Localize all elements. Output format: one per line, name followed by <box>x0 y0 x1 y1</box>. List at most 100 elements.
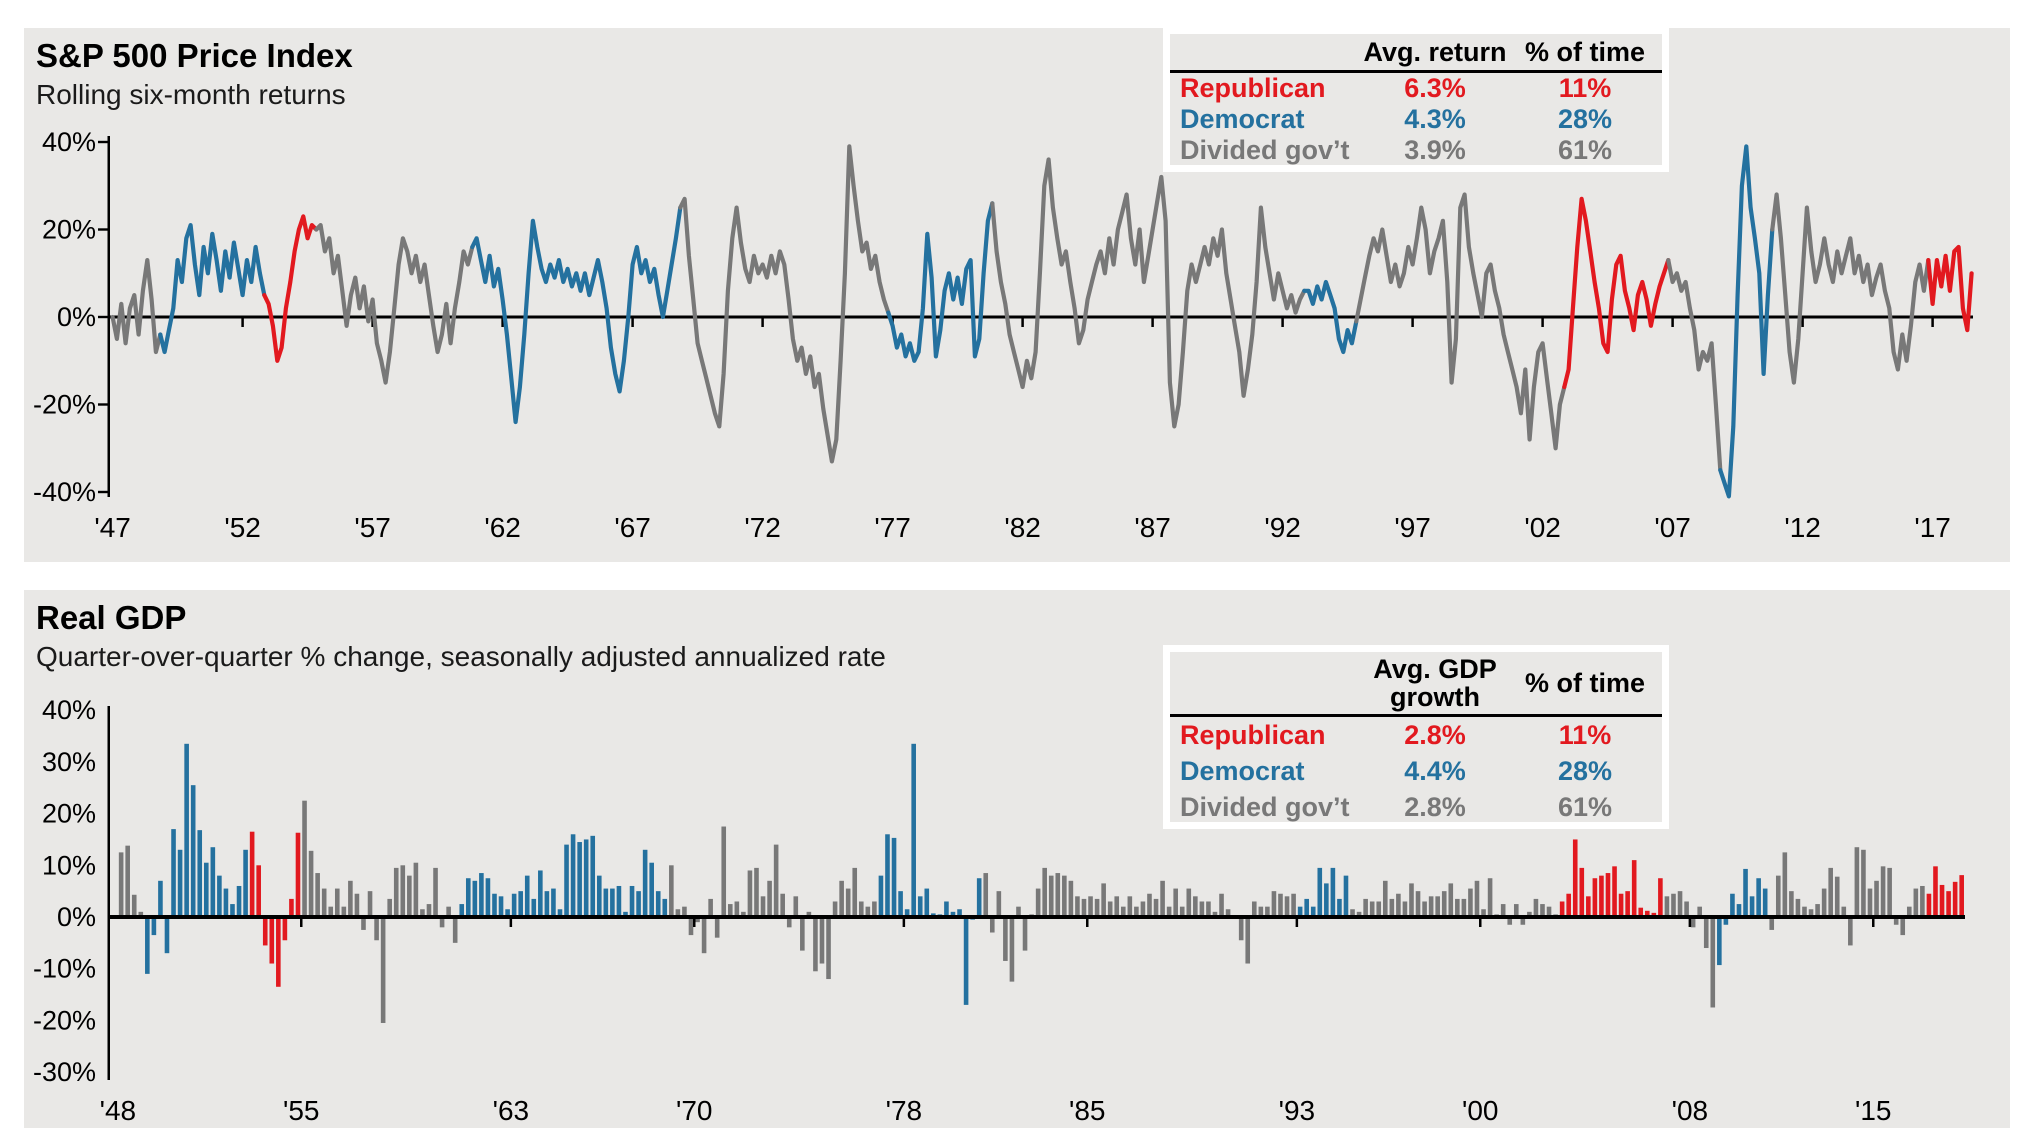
gdp-bar <box>1042 867 1047 917</box>
gdp-bar <box>1265 906 1270 917</box>
x-tick <box>1151 317 1154 327</box>
gdp-bar <box>452 917 458 943</box>
gdp-bar <box>1546 906 1552 917</box>
sp500-line-republican <box>262 214 319 363</box>
gdp-bar <box>1428 896 1434 917</box>
gdp-bar <box>688 917 694 936</box>
gdp-bar <box>1664 896 1670 917</box>
gdp-bar <box>1690 917 1696 928</box>
gdp-bar <box>1435 896 1440 917</box>
gdp-bar <box>629 885 635 917</box>
gdp-bar <box>1946 891 1951 917</box>
gdp-bar <box>1651 912 1657 917</box>
gdp-bar <box>577 842 582 917</box>
gdp-bar <box>727 904 733 917</box>
gdp-bar <box>1107 901 1113 917</box>
x-tick <box>1281 317 1284 327</box>
y-tick-label: -10% <box>33 954 96 984</box>
gdp-bar <box>1251 901 1257 917</box>
x-tick <box>1295 917 1299 927</box>
gdp-bar <box>950 911 956 917</box>
legend-avg-gdp-header: Avg. GDP growth <box>1373 653 1497 712</box>
gdp-bar <box>596 875 602 917</box>
x-tick-label: '00 <box>1462 1095 1499 1126</box>
x-tick <box>761 317 764 327</box>
gdp-bar <box>1710 917 1716 1008</box>
gdp-legend-header: Avg. GDP growth % of time <box>1170 652 1662 717</box>
gdp-bar <box>1592 878 1598 917</box>
gdp-bar <box>1527 911 1532 917</box>
gdp-bar <box>433 867 438 917</box>
sp500-line-republican <box>1562 196 1671 390</box>
gdp-bar <box>1789 891 1794 917</box>
gdp-bar <box>557 909 563 917</box>
gdp-bar <box>669 865 674 917</box>
gdp-bar <box>328 906 334 917</box>
gdp-bar <box>413 862 419 917</box>
legend-value: 4.4% <box>1404 756 1466 786</box>
y-tick <box>98 403 108 406</box>
gdp-legend-table: Avg. GDP growth % of time Republican 2.8… <box>1163 645 1669 829</box>
sp500-line-divided <box>1770 192 1931 385</box>
x-tick-label: '72 <box>744 512 781 543</box>
gdp-bar <box>1055 873 1061 917</box>
gdp-bar <box>524 875 530 917</box>
gdp-bar <box>1717 917 1722 966</box>
gdp-bar <box>1638 907 1644 917</box>
legend-time: 28% <box>1557 756 1613 786</box>
gdp-bar <box>1625 891 1630 917</box>
gdp-bar <box>904 909 910 917</box>
legend-label: Divided gov’t <box>1180 792 1350 822</box>
gdp-bar <box>1350 909 1355 917</box>
gdp-bar <box>1016 906 1021 917</box>
legend-row-republican: Republican 2.8% 11% <box>1170 718 1662 753</box>
gdp-bar <box>872 901 877 917</box>
gdp-bar <box>1874 880 1879 917</box>
gdp-bar <box>1468 888 1473 917</box>
gdp-bar <box>858 901 864 917</box>
gdp-bar <box>1068 880 1074 917</box>
legend-value: 4.3% <box>1404 104 1466 134</box>
gdp-bar <box>1212 911 1218 917</box>
gdp-bar <box>308 850 314 917</box>
gdp-bar <box>1540 904 1545 917</box>
gdp-bar <box>518 891 523 917</box>
gdp-bar <box>131 894 137 917</box>
sp500-line-divided <box>110 258 163 355</box>
gdp-bar <box>714 917 720 938</box>
gdp-bar <box>1297 906 1303 917</box>
gdp-bar <box>1586 896 1591 917</box>
gdp-bar <box>393 867 399 917</box>
gdp-bar <box>878 875 884 917</box>
gdp-bar <box>1926 893 1932 917</box>
x-tick <box>1688 917 1692 927</box>
gdp-bar <box>1520 917 1526 925</box>
legend-label: Democrat <box>1180 756 1305 786</box>
gdp-bar <box>616 885 622 917</box>
gdp-bar <box>944 901 949 917</box>
gdp-bar <box>459 904 465 917</box>
x-tick-label: '02 <box>1524 512 1561 543</box>
gdp-bar <box>1127 896 1133 917</box>
gdp-bar <box>1022 917 1028 951</box>
gdp-bar <box>662 898 668 917</box>
gdp-bar <box>832 901 838 917</box>
gdp-bar <box>701 917 707 954</box>
gdp-bar <box>891 837 897 917</box>
gdp-bar <box>1952 881 1958 917</box>
gdp-bar <box>924 888 930 917</box>
gdp-bar <box>1337 898 1342 917</box>
gdp-bar <box>800 917 805 951</box>
gdp-bar <box>256 865 261 917</box>
x-tick <box>1021 317 1024 327</box>
gdp-bar <box>1101 883 1106 917</box>
y-tick-label: -30% <box>33 1057 96 1087</box>
gdp-bar <box>570 834 576 917</box>
gdp-bar <box>1363 898 1368 917</box>
gdp-bar <box>636 891 641 917</box>
gdp-bar <box>1324 883 1329 917</box>
gdp-bar <box>885 834 890 917</box>
y-tick-label: 0% <box>57 302 96 332</box>
